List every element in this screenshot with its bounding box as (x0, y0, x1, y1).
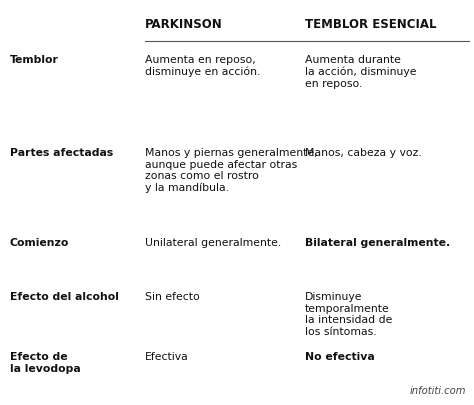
Text: Temblor: Temblor (10, 55, 59, 65)
Text: Sin efecto: Sin efecto (145, 291, 200, 301)
Text: infotiti.com: infotiti.com (410, 385, 466, 395)
Text: Bilateral generalmente.: Bilateral generalmente. (305, 237, 450, 247)
Text: Comienzo: Comienzo (10, 237, 69, 247)
Text: Partes afectadas: Partes afectadas (10, 148, 113, 158)
Text: TEMBLOR ESENCIAL: TEMBLOR ESENCIAL (305, 18, 437, 31)
Text: Manos y piernas generalmente,
aunque puede afectar otras
zonas como el rostro
y : Manos y piernas generalmente, aunque pue… (145, 148, 318, 193)
Text: Disminuye
temporalmente
la intensidad de
los síntomas.: Disminuye temporalmente la intensidad de… (305, 291, 392, 336)
Text: No efectiva: No efectiva (305, 351, 375, 361)
Text: Manos, cabeza y voz.: Manos, cabeza y voz. (305, 148, 422, 158)
Text: Efecto de
la levodopa: Efecto de la levodopa (10, 351, 81, 373)
Text: Efectiva: Efectiva (145, 351, 189, 361)
Text: Unilateral generalmente.: Unilateral generalmente. (145, 237, 281, 247)
Text: Efecto del alcohol: Efecto del alcohol (10, 291, 119, 301)
Text: Aumenta en reposo,
disminuye en acción.: Aumenta en reposo, disminuye en acción. (145, 55, 260, 77)
Text: Aumenta durante
la acción, disminuye
en reposo.: Aumenta durante la acción, disminuye en … (305, 55, 417, 89)
Text: PARKINSON: PARKINSON (145, 18, 223, 31)
